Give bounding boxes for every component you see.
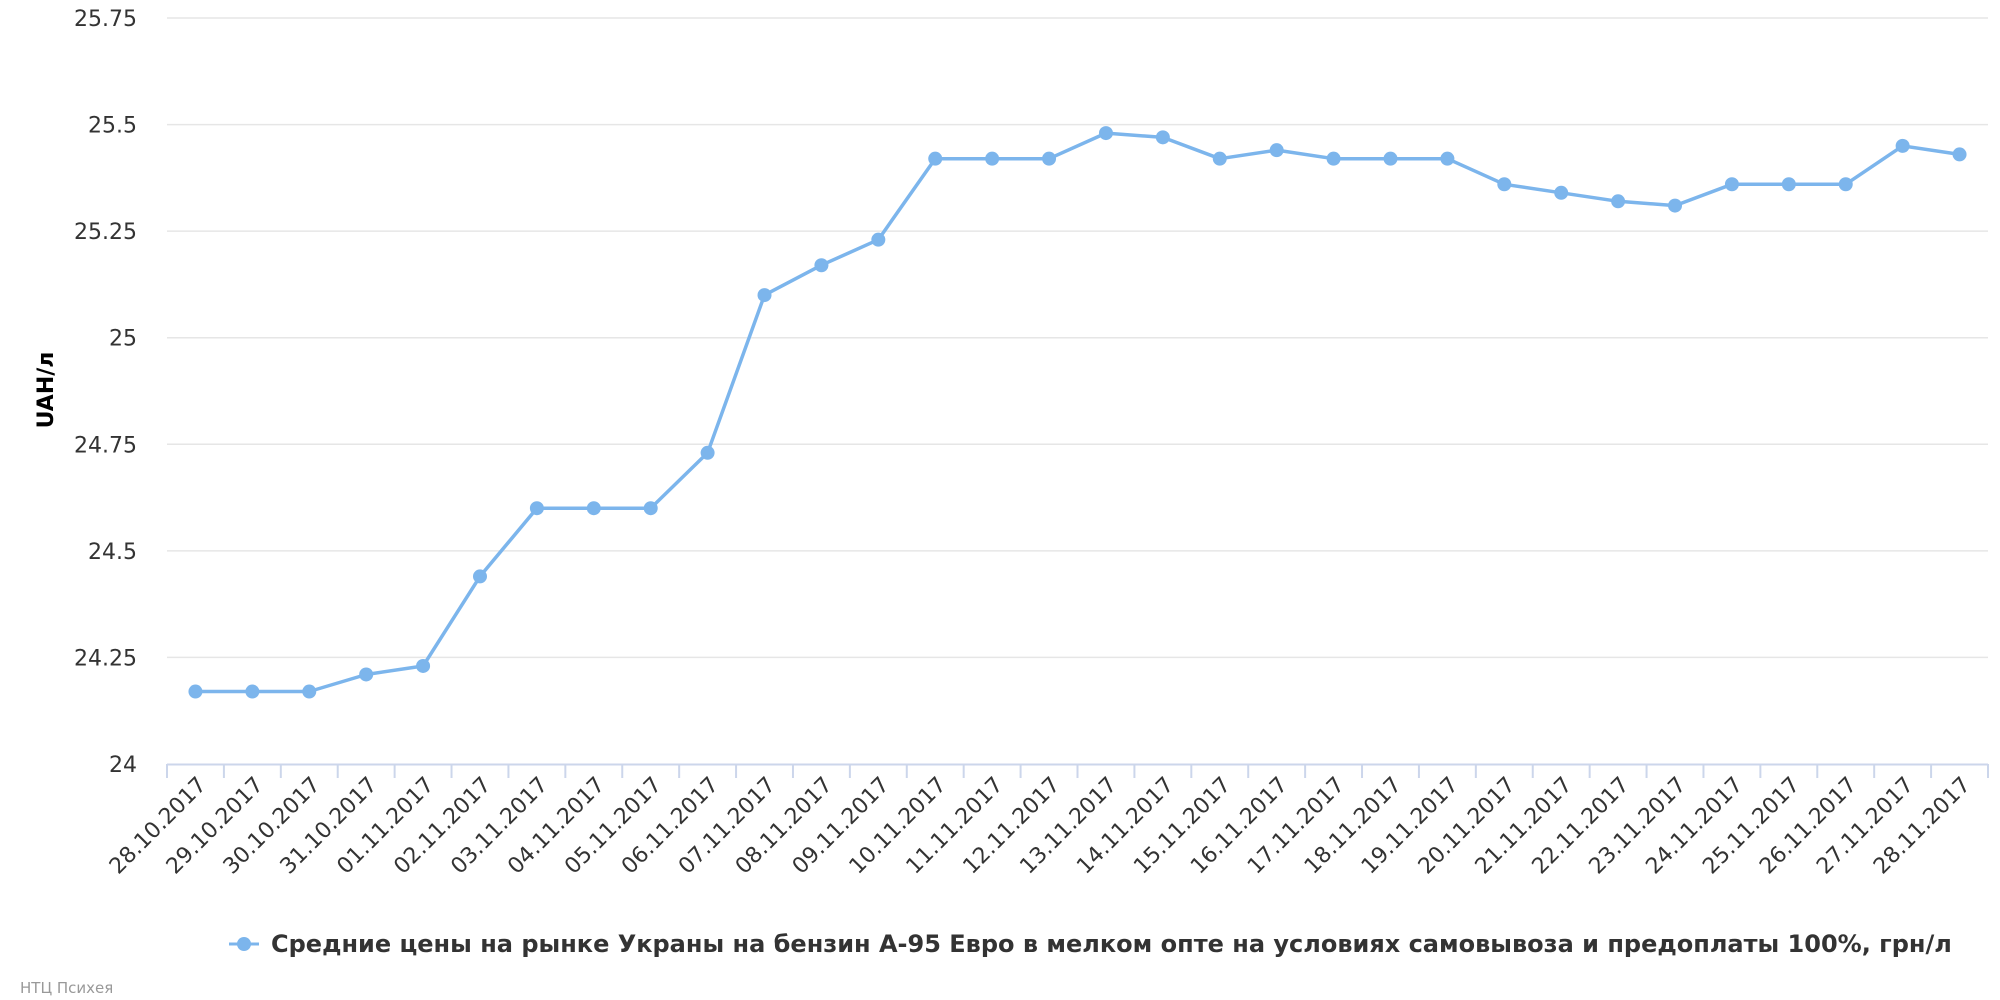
y-axis-ticks: 24 24.25 24.5 24.75 25 25.25 25.5 25.75 xyxy=(74,7,137,778)
data-point[interactable] xyxy=(928,151,943,166)
y-tick-label: 25.75 xyxy=(74,7,137,32)
data-point[interactable] xyxy=(302,684,317,699)
y-tick-label: 25.5 xyxy=(88,114,137,139)
data-point[interactable] xyxy=(586,501,601,516)
x-tick-label: 28.10.2017 xyxy=(105,773,212,880)
legend-marker-icon xyxy=(237,937,251,951)
data-point[interactable] xyxy=(1155,130,1170,145)
data-point[interactable] xyxy=(985,151,1000,166)
data-point[interactable] xyxy=(1440,151,1455,166)
data-point[interactable] xyxy=(1724,177,1739,192)
data-point[interactable] xyxy=(1326,151,1341,166)
credits[interactable]: НТЦ Психея xyxy=(20,979,113,997)
y-tick-label: 24.5 xyxy=(88,540,137,565)
y-tick-label: 24 xyxy=(109,753,137,778)
data-point[interactable] xyxy=(1098,126,1113,141)
data-point[interactable] xyxy=(529,501,544,516)
data-point[interactable] xyxy=(359,667,374,682)
x-axis-ticks: 28.10.201729.10.201730.10.201731.10.2017… xyxy=(105,773,1976,880)
legend-item-label[interactable]: Средние цены на рынке Украны на бензин А… xyxy=(271,930,1952,958)
data-point[interactable] xyxy=(1269,143,1284,158)
y-tick-label: 25 xyxy=(109,327,137,352)
y-tick-label: 24.25 xyxy=(74,646,137,671)
x-axis xyxy=(166,763,1989,778)
data-point[interactable] xyxy=(700,445,715,460)
data-point[interactable] xyxy=(416,658,431,673)
data-point[interactable] xyxy=(643,501,658,516)
series-group xyxy=(188,126,1967,699)
data-point[interactable] xyxy=(1383,151,1398,166)
data-point[interactable] xyxy=(1042,151,1057,166)
data-point[interactable] xyxy=(1554,185,1569,200)
data-point[interactable] xyxy=(871,232,886,247)
data-point[interactable] xyxy=(1668,198,1683,213)
data-point[interactable] xyxy=(1838,177,1853,192)
gridlines xyxy=(167,17,1988,659)
data-point[interactable] xyxy=(757,288,772,303)
data-point[interactable] xyxy=(814,258,829,273)
y-tick-label: 25.25 xyxy=(74,220,137,245)
data-point[interactable] xyxy=(1781,177,1796,192)
data-point[interactable] xyxy=(245,684,260,699)
series-line xyxy=(193,131,1962,694)
data-point[interactable] xyxy=(1895,138,1910,153)
y-tick-label: 24.75 xyxy=(74,433,137,458)
data-point[interactable] xyxy=(1952,147,1967,162)
data-point[interactable] xyxy=(1497,177,1512,192)
data-point[interactable] xyxy=(1611,194,1626,209)
y-axis-label: UAH/л xyxy=(34,352,59,429)
legend[interactable]: Средние цены на рынке Украны на бензин А… xyxy=(229,930,1952,958)
data-point[interactable] xyxy=(1212,151,1227,166)
data-point[interactable] xyxy=(472,569,487,584)
data-point[interactable] xyxy=(188,684,203,699)
